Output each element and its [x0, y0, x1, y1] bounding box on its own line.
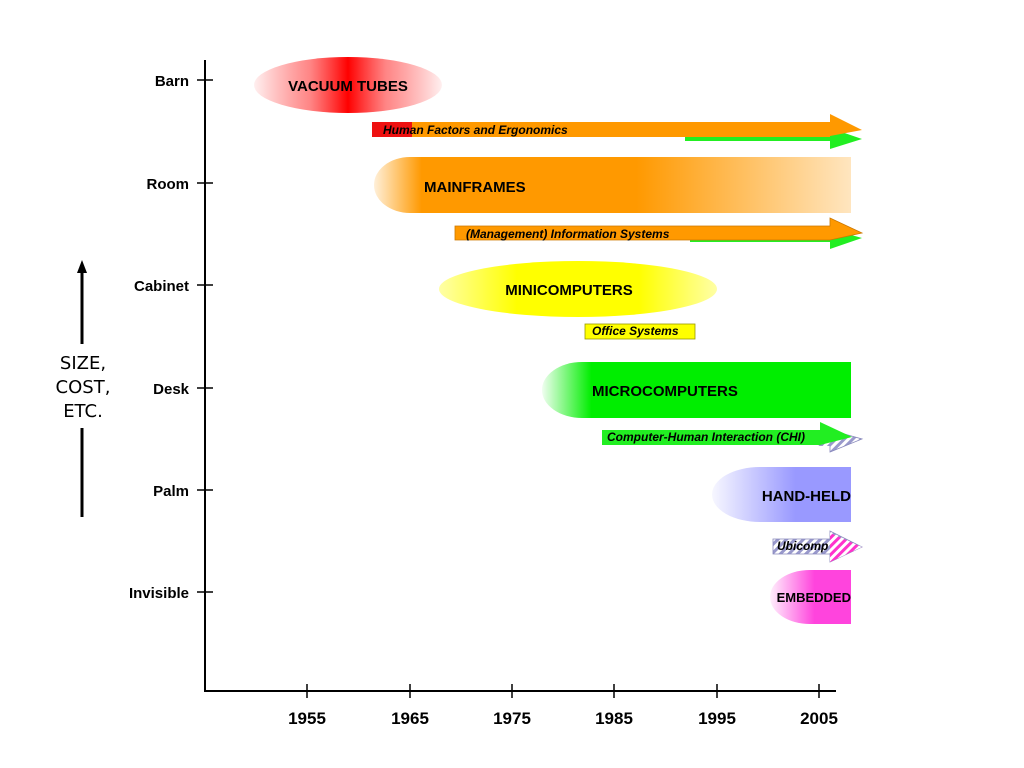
- era-mainframes-label: MAINFRAMES: [424, 179, 526, 196]
- band-human-factors-label: Human Factors and Ergonomics: [383, 123, 568, 137]
- band-chi: [602, 422, 864, 453]
- x-tick-label-1975: 1975: [493, 709, 531, 728]
- band-office-systems: [584, 323, 696, 340]
- x-tick-label-1955: 1955: [288, 709, 326, 728]
- x-tick-labels: 1955 1965 1975 1985 1995 2005: [288, 709, 838, 728]
- size-label-line-1: SIZE,: [60, 353, 106, 374]
- era-minicomputers: [439, 261, 717, 317]
- era-embedded: [770, 570, 851, 624]
- band-office-systems-label: Office Systems: [592, 324, 679, 338]
- band-information-systems: [454, 217, 864, 249]
- x-tick-label-1985: 1985: [595, 709, 633, 728]
- era-minicomputers-label: MINICOMPUTERS: [505, 282, 633, 299]
- y-tick-labels: Barn Room Cabinet Desk Palm Invisible: [129, 73, 190, 602]
- era-microcomputers-label: MICROCOMPUTERS: [592, 383, 738, 400]
- y-tick-label-cabinet: Cabinet: [134, 278, 189, 295]
- size-label-line-3: ETC.: [63, 401, 103, 422]
- band-information-systems-label: (Management) Information Systems: [466, 227, 670, 241]
- y-tick-label-barn: Barn: [155, 73, 189, 90]
- x-ticks: [306, 684, 820, 698]
- size-cost-arrow: [77, 260, 87, 517]
- band-chi-label: Computer-Human Interaction (CHI): [607, 430, 805, 444]
- era-hand-held-label: HAND-HELD: [762, 488, 851, 505]
- y-tick-label-room: Room: [147, 176, 190, 193]
- era-microcomputers: [542, 362, 851, 418]
- band-human-factors: [372, 114, 862, 149]
- y-tick-label-invisible: Invisible: [129, 585, 189, 602]
- era-hand-held: [712, 467, 851, 522]
- x-tick-label-1965: 1965: [391, 709, 429, 728]
- y-tick-label-desk: Desk: [153, 381, 190, 398]
- era-embedded-label: EMBEDDED: [777, 590, 851, 605]
- era-vacuum-tubes: [254, 57, 442, 113]
- band-ubicomp: [772, 530, 863, 563]
- band-ubicomp-label: Ubicomp: [777, 539, 828, 553]
- size-label-line-2: COST,: [56, 377, 111, 398]
- x-tick-label-1995: 1995: [698, 709, 736, 728]
- era-vacuum-tubes-label: VACUUM TUBES: [288, 78, 408, 95]
- era-mainframes: [374, 157, 851, 213]
- x-tick-label-2005: 2005: [800, 709, 838, 728]
- y-ticks: [197, 79, 213, 593]
- y-tick-label-palm: Palm: [153, 483, 189, 500]
